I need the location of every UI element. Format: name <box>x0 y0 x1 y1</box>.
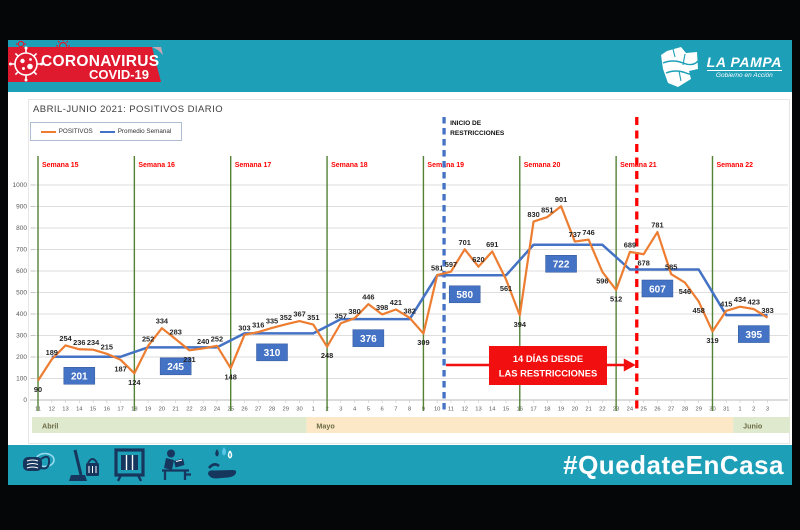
legend-label: Promedio Semanal <box>117 128 172 135</box>
legend-label: POSITIVOS <box>58 128 93 135</box>
chart-legend: POSITIVOS Promedio Semanal <box>30 122 182 141</box>
hashtag-text: #QuedateEnCasa <box>563 450 784 480</box>
top-banner-bar: CORONAVIRUS COVID-19 <box>8 40 792 92</box>
chart-title: ABRIL-JUNIO 2021: POSITIVOS DIARIO <box>33 104 224 115</box>
remote-work-icon <box>162 449 191 480</box>
banner-ribbon <box>8 47 161 82</box>
legend-item-promedio: Promedio Semanal <box>99 128 172 135</box>
hand-washing-icon <box>208 447 237 479</box>
la-pampa-logo: LA PAMPA Gobierno en Acción <box>659 45 782 89</box>
banner-title: CORONAVIRUS <box>41 53 159 70</box>
legend-item-positivos: POSITIVOS <box>40 128 93 135</box>
coronavirus-banner: CORONAVIRUS COVID-19 <box>8 40 163 82</box>
logo-subtitle: Gobierno en Acción <box>706 70 782 79</box>
virus-icon <box>9 46 43 82</box>
banner-subtitle: COVID-19 <box>89 67 149 82</box>
chart-frame <box>28 99 790 444</box>
cleaning-icon <box>69 449 99 481</box>
face-mask-icon <box>23 452 55 471</box>
ventilation-icon <box>114 448 145 482</box>
banner-ribbon-fold <box>152 47 163 55</box>
logo-title: LA PAMPA <box>706 54 782 70</box>
promedio-line-swatch <box>99 130 115 133</box>
la-pampa-map-icon <box>660 47 699 87</box>
footer-bar <box>8 445 792 485</box>
prevention-icons <box>8 447 240 483</box>
positivos-line-swatch <box>40 130 56 133</box>
